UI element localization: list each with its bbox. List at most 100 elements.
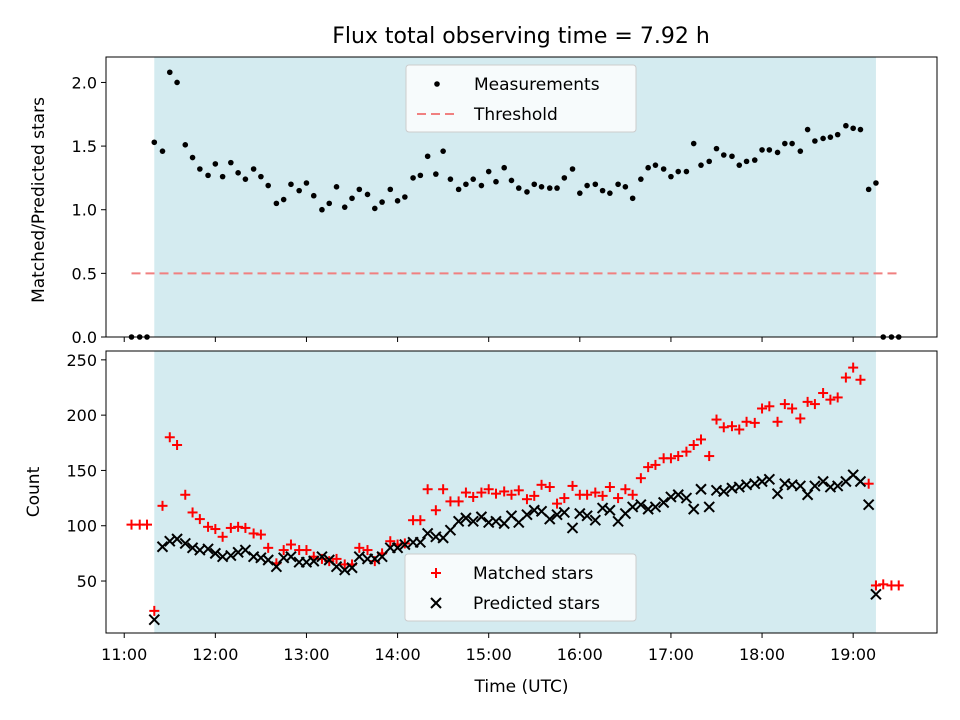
predicted-star-point-b xyxy=(232,546,244,558)
matched-star-point xyxy=(559,493,570,504)
matched-star-point xyxy=(681,446,692,457)
measurement-point xyxy=(834,131,841,138)
matched-star-point xyxy=(301,545,312,556)
predicted-star-point-b xyxy=(369,553,381,565)
predicted-star-point xyxy=(763,473,776,485)
measurement-point xyxy=(288,181,294,188)
measurement-point xyxy=(356,186,363,193)
matched-star-point xyxy=(521,494,532,505)
predicted-star-point-b xyxy=(703,501,715,513)
predicted-star-point-b xyxy=(421,527,434,540)
measurement-point xyxy=(843,122,849,129)
matched-star-point xyxy=(476,487,487,498)
predicted-star-point-b xyxy=(156,541,169,553)
predicted-star-point xyxy=(308,555,320,567)
predicted-star-point-b xyxy=(300,556,313,568)
bottom-panel: 50 100 150 200 250 11:00 12:00 13:00 14:00 15:00… xyxy=(24,350,938,697)
predicted-star-point-b xyxy=(733,481,745,493)
measurement-point xyxy=(629,195,636,202)
measurement-point xyxy=(410,175,416,181)
predicted-star-point xyxy=(862,499,875,511)
measurement-point xyxy=(228,159,234,166)
matched-star-point xyxy=(795,413,806,424)
matched-star-point xyxy=(285,539,296,550)
measurement-point xyxy=(159,148,166,154)
predicted-star-point xyxy=(794,480,807,492)
matched-star-point xyxy=(870,580,881,591)
measurement-point xyxy=(554,185,560,191)
measurement-point xyxy=(698,162,704,168)
predicted-star-point-b xyxy=(216,550,229,563)
matched-star-point xyxy=(248,528,259,539)
matched-star-point xyxy=(635,473,646,484)
legend-predicted-label: Predicted stars xyxy=(473,594,600,614)
matched-star-point xyxy=(385,536,396,547)
measurement-point xyxy=(577,190,583,196)
top-y-tick-label: 1.0 xyxy=(72,201,97,220)
predicted-star-point xyxy=(718,485,730,498)
predicted-star-point-b xyxy=(460,512,472,524)
predicted-star-point xyxy=(225,549,237,562)
predicted-star-point xyxy=(544,513,556,525)
measurement-point xyxy=(235,170,241,176)
legend-measurements-label: Measurements xyxy=(474,75,600,95)
matched-star-point xyxy=(490,488,501,499)
predicted-star-point xyxy=(460,512,472,524)
predicted-star-point xyxy=(255,552,267,564)
matched-star-point xyxy=(696,434,707,445)
predicted-star-point xyxy=(316,550,328,563)
measurement-point xyxy=(296,187,302,194)
predicted-star-point-b xyxy=(771,487,784,500)
predicted-star-point xyxy=(467,515,479,528)
predicted-star-point-b xyxy=(763,473,776,485)
measurement-point xyxy=(258,173,264,180)
predicted-star-point xyxy=(665,491,677,503)
predicted-star-point xyxy=(817,475,829,488)
legend-predicted-marker xyxy=(430,597,442,609)
bottom-x-tick-label: 14:00 xyxy=(375,645,421,664)
measurement-point xyxy=(402,194,408,200)
measurement-point xyxy=(638,176,644,182)
matched-star-point xyxy=(809,399,820,410)
predicted-star-point-b xyxy=(847,469,859,481)
matched-star-point xyxy=(217,531,228,542)
measurement-point xyxy=(766,147,773,153)
matched-star-point xyxy=(825,394,836,405)
predicted-star-point-b xyxy=(824,481,837,493)
matched-star-point xyxy=(893,580,904,591)
measurement-point xyxy=(797,148,804,154)
matched-star-point xyxy=(832,392,843,403)
predicted-star-point-b xyxy=(589,514,602,526)
predicted-star-point-b xyxy=(604,504,616,516)
predicted-star-point xyxy=(642,503,654,515)
bottom-y-tick-label: 200 xyxy=(66,406,97,425)
measurement-point xyxy=(645,164,651,171)
measurement-point xyxy=(607,190,613,196)
measurement-point xyxy=(546,185,553,191)
matched-star-point xyxy=(331,553,342,564)
measurement-point xyxy=(622,184,629,190)
predicted-star-point-b xyxy=(854,475,867,488)
predicted-star-point-b xyxy=(270,560,283,573)
predicted-star-point xyxy=(202,543,214,555)
predicted-star-point-b xyxy=(475,511,488,523)
measurement-point xyxy=(379,199,385,205)
bottom-axes-frame xyxy=(105,350,938,634)
legend-matched-marker xyxy=(431,568,441,578)
predicted-star-point-b xyxy=(467,515,479,528)
matched-star-point xyxy=(499,486,510,497)
bottom-y-tick-label: 100 xyxy=(66,517,97,536)
bottom-x-tick-label: 12:00 xyxy=(192,645,238,664)
measurement-point xyxy=(417,172,424,179)
measurement-point xyxy=(599,187,606,194)
matched-star-point xyxy=(734,424,745,435)
matched-star-point xyxy=(552,498,563,509)
predicted-star-point-b xyxy=(505,510,518,522)
predicted-star-point xyxy=(452,515,465,528)
predicted-star-point-b xyxy=(277,552,290,564)
measurement-point xyxy=(873,180,879,186)
measurement-point xyxy=(524,189,530,195)
top-y-tick-label: 0.5 xyxy=(72,264,97,283)
matched-star-point xyxy=(240,522,251,533)
